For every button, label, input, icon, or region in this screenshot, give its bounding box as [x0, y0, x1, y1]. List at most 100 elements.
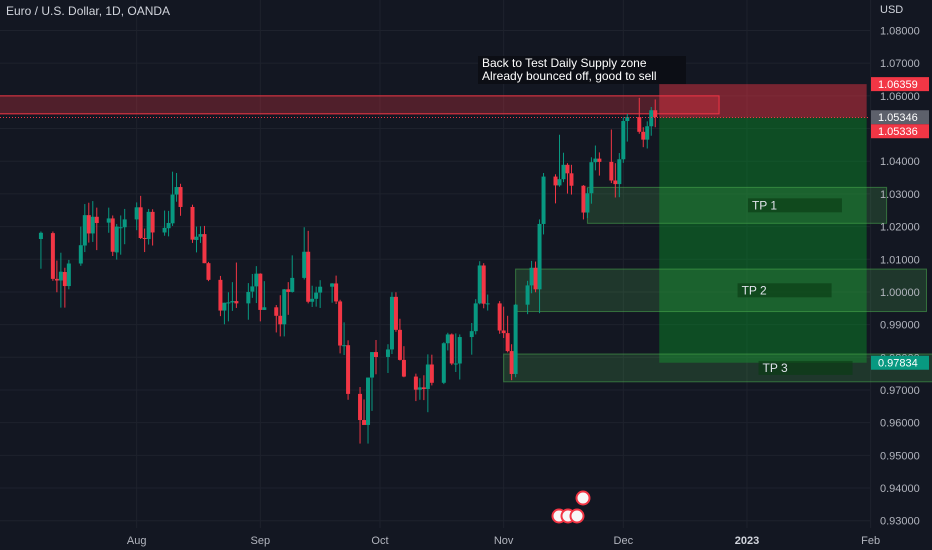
- candle-body: [134, 207, 139, 220]
- candle-body: [469, 331, 474, 338]
- candle-body: [218, 279, 223, 311]
- x-tick-label: Nov: [494, 535, 514, 547]
- candle-body: [58, 271, 63, 281]
- candle-body: [114, 226, 119, 253]
- candle-body: [537, 223, 542, 290]
- price-label-bg-entry: [871, 124, 929, 139]
- candle-body: [314, 292, 319, 299]
- candle-body: [569, 173, 574, 186]
- take-profit-label: TP 1: [752, 198, 777, 212]
- candle-body: [525, 285, 530, 305]
- candle-body: [258, 273, 263, 310]
- take-profit-box-3: [503, 353, 932, 383]
- candle-body: [505, 333, 510, 352]
- candle-body: [609, 161, 614, 181]
- candle-body: [385, 349, 390, 357]
- candle-body: [142, 238, 147, 240]
- candle-body: [78, 245, 83, 264]
- candle-body: [553, 176, 558, 186]
- candle-body: [310, 298, 315, 302]
- candles: [0, 97, 870, 444]
- candle-body: [170, 194, 175, 224]
- candle-body: [334, 283, 339, 302]
- currency-label: USD: [880, 4, 904, 16]
- economic-event-icon: [575, 490, 591, 506]
- candle-body: [62, 272, 67, 287]
- price-label-bg-target: [871, 355, 929, 370]
- candle-body: [613, 180, 618, 185]
- candle-body: [453, 363, 458, 365]
- candle-body: [330, 283, 335, 287]
- candle-body: [38, 232, 43, 239]
- candle-body: [106, 218, 111, 223]
- candle-body: [290, 277, 295, 292]
- annotation-line-2: Already bounced off, good to sell: [482, 69, 657, 83]
- candle-body: [286, 289, 291, 292]
- price-label-bg-current: [871, 110, 929, 125]
- candle-body: [485, 303, 490, 305]
- candle-body: [541, 176, 546, 224]
- candle-body: [226, 302, 231, 304]
- candle-body: [621, 121, 626, 160]
- y-tick-label: 1.04000: [880, 156, 920, 168]
- y-tick-label: 0.97000: [880, 385, 920, 397]
- candle-body: [346, 345, 351, 394]
- annotation-box: Back to Test Daily Supply zone Already b…: [478, 56, 686, 84]
- candle-body: [82, 215, 87, 246]
- candle-body: [373, 352, 378, 357]
- candle-body: [529, 267, 534, 286]
- candle-body: [274, 307, 279, 316]
- candle-body: [198, 234, 203, 237]
- candle-body: [397, 329, 402, 360]
- y-tick-label: 1.03000: [880, 189, 920, 201]
- candle-body: [421, 387, 426, 389]
- candle-body: [417, 387, 422, 390]
- candle-body: [637, 117, 642, 132]
- x-tick-label: Dec: [614, 535, 634, 547]
- candle-body: [190, 206, 195, 240]
- price-label-entry: 1.05336: [878, 126, 918, 138]
- candle-body: [593, 158, 598, 163]
- y-tick-label: 0.96000: [880, 418, 920, 430]
- candle-body: [94, 216, 99, 223]
- candle-body: [533, 267, 538, 290]
- candle-body: [581, 185, 586, 213]
- candle-body: [509, 351, 514, 374]
- candle-body: [150, 211, 155, 233]
- candle-body: [597, 158, 602, 162]
- y-tick-label: 1.06000: [880, 91, 920, 103]
- candle-body: [617, 159, 622, 185]
- take-profit-label-bg: [758, 360, 853, 375]
- candle-body: [306, 251, 311, 302]
- candle-body: [122, 219, 127, 228]
- candle-body: [389, 296, 394, 350]
- candle-body: [178, 187, 183, 207]
- candle-body: [366, 377, 371, 425]
- candle-body: [250, 286, 255, 292]
- take-profit-label: TP 3: [763, 361, 788, 375]
- candle-body: [449, 334, 454, 364]
- take-profit-box-2: [515, 268, 927, 313]
- candle-body: [342, 345, 347, 347]
- chart-title: Euro / U.S. Dollar, 1D, OANDA: [6, 4, 171, 18]
- candle-body: [262, 307, 267, 310]
- candle-body: [162, 227, 167, 233]
- annotation-line-1: Back to Test Daily Supply zone: [482, 56, 647, 70]
- candle-body: [50, 233, 55, 279]
- candle-body: [234, 301, 239, 304]
- candle-body: [110, 218, 115, 252]
- y-tick-label: 1.02000: [880, 222, 920, 234]
- candle-body: [653, 110, 658, 118]
- candle-body: [118, 227, 123, 229]
- y-tick-label: 0.99000: [880, 320, 920, 332]
- take-profit-label-bg: [737, 283, 832, 298]
- axes: 1.080001.070001.060001.050001.040001.030…: [127, 26, 929, 547]
- grid: [0, 0, 872, 528]
- x-tick-label: Feb: [861, 535, 880, 547]
- candle-body: [166, 222, 171, 229]
- candle-body: [401, 359, 406, 377]
- candle-body: [425, 364, 430, 389]
- candle-body: [481, 265, 486, 304]
- candle-body: [561, 164, 566, 180]
